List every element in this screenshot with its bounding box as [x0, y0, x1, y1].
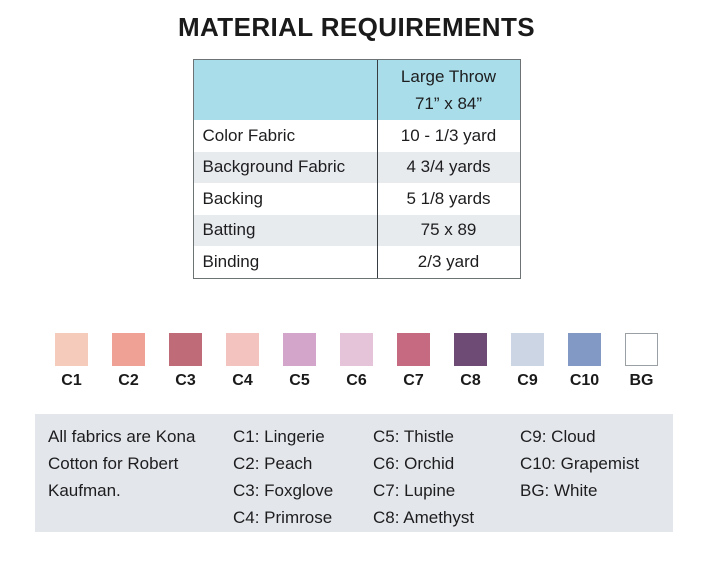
legend-item-bg: BG: White: [520, 480, 598, 500]
legend-item-c3: C3: Foxglove: [233, 480, 334, 500]
row-value: 75 x 89: [420, 220, 477, 240]
swatch-item-c7: C7: [397, 332, 430, 390]
row-label: Color Fabric: [194, 120, 378, 152]
swatch-label: C1: [61, 371, 82, 389]
swatch-label: C2: [118, 371, 139, 389]
fabric-note: All fabrics are Kona Cotton for Robert K…: [48, 426, 196, 500]
table-row-backing: Backing 5 1/8 yards: [194, 183, 520, 215]
page-title: MATERIAL REQUIREMENTS: [177, 12, 535, 42]
swatch-item-c6: C6: [340, 332, 373, 390]
swatch-item-c8: C8: [454, 332, 487, 390]
table-row-binding: Binding 2/3 yard: [194, 246, 520, 278]
swatch-label: C7: [403, 371, 424, 389]
legend-item-c2: C2: Peach: [233, 453, 313, 473]
row-label: Batting: [194, 214, 378, 246]
swatch-item-c3: C3: [169, 332, 202, 390]
swatch-label: C3: [175, 371, 196, 389]
swatch-color-c10: [568, 332, 601, 366]
row-label: Background Fabric: [194, 151, 378, 183]
legend-column-1: C1: Lingerie C2: Peach C3: Foxglove C4: …: [233, 423, 373, 532]
swatch-item-c2: C2: [112, 332, 145, 390]
swatch-color-c8: [454, 332, 487, 366]
swatch-color-c1: [55, 332, 88, 366]
fabric-legend-box: All fabrics are Kona Cotton for Robert K…: [35, 413, 673, 532]
swatch-color-c6: [340, 332, 373, 366]
swatch-label: C4: [232, 371, 253, 389]
legend-column-3: C9: Cloud C10: Grapemist BG: White: [520, 423, 673, 532]
legend-item-c10: C10: Grapemist: [520, 453, 640, 473]
legend-item-c5: C5: Thistle: [373, 426, 454, 446]
swatch-color-bg: [625, 332, 658, 366]
swatch-color-c4: [226, 332, 259, 366]
swatch-item-c10: C10: [568, 332, 601, 390]
table-row-background-fabric: Background Fabric 4 3/4 yards: [193, 151, 520, 183]
row-label: Binding: [194, 246, 378, 278]
swatch-color-c5: [283, 332, 316, 366]
row-value: 4 3/4 yards: [406, 157, 491, 177]
legend-item-c9: C9: Cloud: [520, 426, 596, 446]
swatch-label: C9: [517, 371, 538, 389]
requirements-table: Large Throw 71” x 84” Color Fabric 10 - …: [192, 59, 521, 279]
swatch-label: C6: [346, 371, 367, 389]
swatch-item-c5: C5: [283, 332, 316, 390]
table-header-size-cell: Large Throw 71” x 84”: [378, 60, 520, 120]
size-column-title: Large Throw: [400, 67, 497, 86]
table-row-color-fabric: Color Fabric 10 - 1/3 yard: [194, 120, 520, 152]
swatch-label: C8: [460, 371, 481, 389]
swatch-item-c4: C4: [226, 332, 259, 390]
legend-item-c4: C4: Primrose: [233, 507, 333, 527]
legend-column-2: C5: Thistle C6: Orchid C7: Lupine C8: Am…: [373, 423, 520, 532]
table-header-row: Large Throw 71” x 84”: [193, 60, 520, 120]
material-requirements-page: MATERIAL REQUIREMENTS Large Throw 71” x …: [0, 12, 713, 568]
fabric-swatch-row: C1 C2 C3 C4 C5 C6 C7 C8: [55, 332, 658, 390]
swatch-item-c1: C1: [55, 332, 88, 390]
row-label: Backing: [194, 183, 378, 215]
swatch-color-c3: [169, 332, 202, 366]
legend-item-c7: C7: Lupine: [373, 480, 456, 500]
swatch-color-c7: [397, 332, 430, 366]
swatch-color-c9: [511, 332, 544, 366]
row-value: 5 1/8 yards: [406, 188, 491, 208]
legend-item-c1: C1: Lingerie: [233, 426, 325, 446]
swatch-color-c2: [112, 332, 145, 366]
table-header-empty-cell: [194, 60, 378, 120]
swatch-label: C5: [289, 371, 310, 389]
swatch-item-bg: BG: [625, 332, 658, 390]
legend-item-c8: C8: Amethyst: [373, 507, 475, 527]
table-row-batting: Batting 75 x 89: [193, 214, 520, 246]
legend-item-c6: C6: Orchid: [373, 453, 455, 473]
row-value: 2/3 yard: [417, 251, 480, 271]
swatch-label: BG: [629, 371, 654, 389]
swatch-label: C10: [569, 371, 600, 389]
row-value: 10 - 1/3 yard: [400, 125, 497, 145]
swatch-item-c9: C9: [511, 332, 544, 390]
size-column-dimensions: 71” x 84”: [414, 94, 483, 113]
